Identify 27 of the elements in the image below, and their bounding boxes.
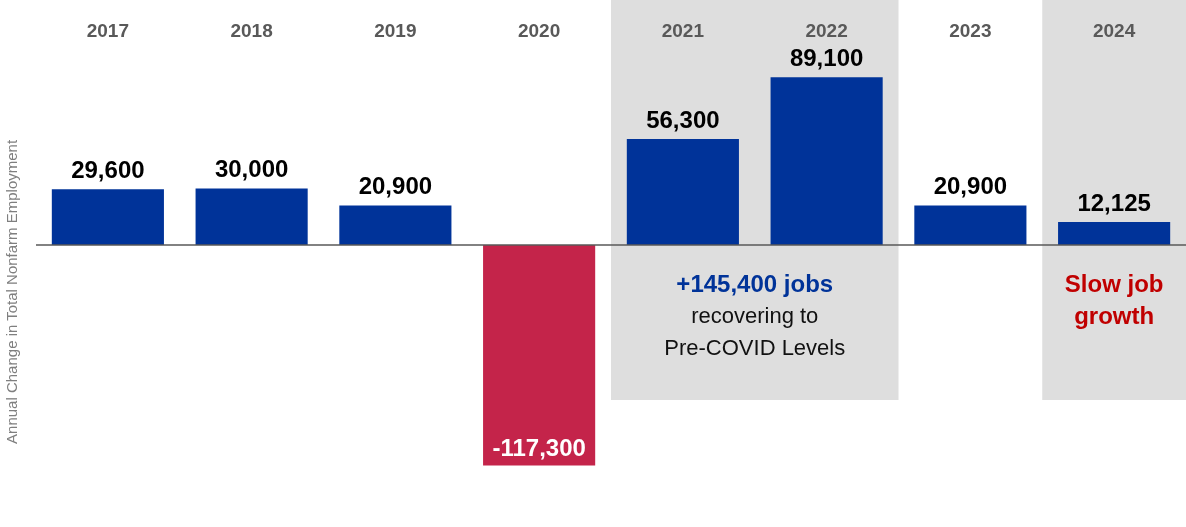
bar bbox=[483, 244, 596, 466]
x-tick-label: 2020 bbox=[517, 19, 561, 41]
bar bbox=[339, 205, 452, 245]
band-label: +145,400 jobs recovering to Pre-COVID Levels bbox=[664, 269, 846, 360]
bar bbox=[914, 205, 1027, 245]
data-label: 56,300 bbox=[646, 105, 720, 133]
x-tick-label: 2018 bbox=[230, 19, 273, 41]
x-tick-label: 2024 bbox=[1092, 19, 1136, 41]
bar bbox=[195, 188, 308, 245]
data-label: 30,000 bbox=[214, 155, 289, 183]
data-label: -117,300 bbox=[492, 434, 586, 462]
x-tick-label: 2021 bbox=[661, 19, 705, 41]
x-tick-label: 2023 bbox=[949, 19, 992, 41]
data-label: 20,900 bbox=[358, 172, 433, 200]
bar bbox=[51, 189, 164, 245]
x-tick-label: 2019 bbox=[374, 19, 417, 41]
data-label: 12,125 bbox=[1077, 188, 1151, 216]
y-axis-title: Annual Change in Total Nonfarm Employment bbox=[3, 139, 21, 444]
data-label: 29,600 bbox=[71, 155, 145, 183]
bar bbox=[770, 77, 883, 245]
band-label: Slow job growth bbox=[1064, 269, 1164, 329]
x-tick-label: 2017 bbox=[86, 19, 130, 41]
bar bbox=[626, 138, 739, 245]
data-label: 20,900 bbox=[933, 172, 1008, 200]
data-label: 89,100 bbox=[789, 43, 864, 71]
bar bbox=[1058, 222, 1171, 245]
x-tick-label: 2022 bbox=[805, 19, 848, 41]
